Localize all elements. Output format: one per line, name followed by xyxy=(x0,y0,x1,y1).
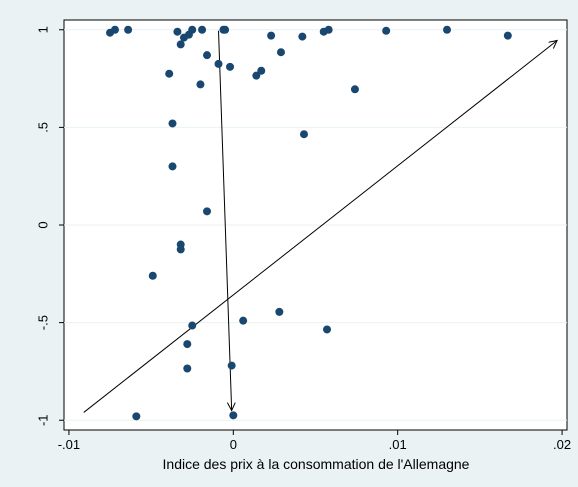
scatter-point xyxy=(226,62,235,71)
scatter-point xyxy=(110,25,119,34)
scatter-point xyxy=(267,31,276,40)
scatter-point xyxy=(239,316,248,325)
scatter-point xyxy=(165,69,174,78)
scatter-points xyxy=(106,25,512,421)
arrows xyxy=(83,30,557,413)
y-tick-label: -.5 xyxy=(35,315,50,330)
y-tick-label: 1 xyxy=(35,26,50,33)
scatter-point xyxy=(203,51,212,60)
y-tick-label: .5 xyxy=(35,122,50,133)
scatter-point xyxy=(276,48,285,57)
scatter-point xyxy=(503,31,512,40)
scatter-point xyxy=(227,361,236,370)
scatter-point xyxy=(132,412,141,421)
scatter-point xyxy=(443,25,452,34)
scatter-point xyxy=(221,25,230,34)
scatter-point xyxy=(173,27,182,36)
x-tick-label: 0 xyxy=(230,437,237,452)
scatter-point xyxy=(382,26,391,35)
scatter-point xyxy=(198,25,207,34)
scatter-point xyxy=(324,25,333,34)
scatter-point xyxy=(176,40,185,49)
scatter-point xyxy=(183,364,192,373)
arrow xyxy=(83,41,557,413)
scatter-point xyxy=(124,25,133,34)
scatter-point xyxy=(323,325,332,334)
x-tick-label: -.01 xyxy=(58,437,80,452)
x-tick-label: .02 xyxy=(553,437,571,452)
x-tick-label: .01 xyxy=(389,437,407,452)
scatter-point xyxy=(214,59,223,68)
y-axis: -1 -.5 0 .5 1 xyxy=(35,26,64,426)
scatter-point xyxy=(188,25,197,34)
scatter-point xyxy=(252,71,261,80)
scatter-point xyxy=(148,271,157,280)
x-axis: -.01 0 .01 .02 xyxy=(58,430,571,452)
scatter-point xyxy=(350,85,359,94)
scatter-point xyxy=(257,66,266,75)
gridlines xyxy=(64,29,567,421)
scatter-point xyxy=(188,321,197,330)
y-tick-label: -1 xyxy=(35,414,50,426)
y-tick-label: 0 xyxy=(35,221,50,228)
arrow xyxy=(218,30,232,411)
scatter-point xyxy=(183,340,192,349)
scatter-point xyxy=(196,80,205,89)
scatter-point xyxy=(203,207,212,216)
scatter-point xyxy=(168,162,177,171)
scatter-point xyxy=(176,245,185,254)
scatter-point xyxy=(298,32,307,41)
scatter-point xyxy=(299,130,308,139)
scatter-point xyxy=(229,411,238,420)
x-axis-label: Indice des prix à la consommation de l'A… xyxy=(163,456,470,472)
scatter-point xyxy=(275,307,284,316)
scatter-point xyxy=(168,119,177,128)
